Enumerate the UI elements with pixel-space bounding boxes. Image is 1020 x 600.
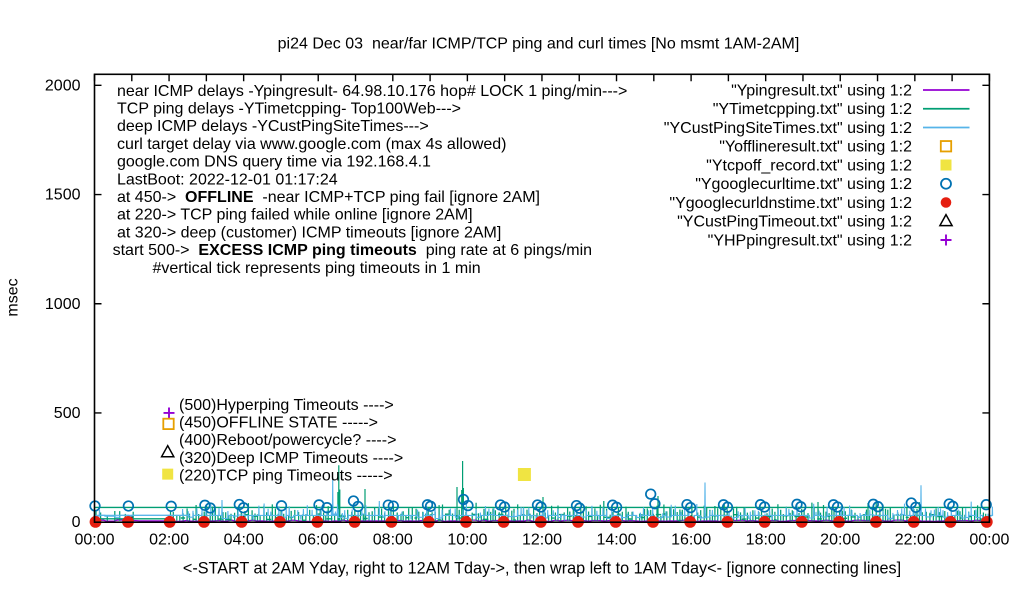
- svg-text:14:00: 14:00: [596, 532, 636, 549]
- svg-text:16:00: 16:00: [671, 532, 711, 549]
- svg-text:2000: 2000: [45, 77, 81, 94]
- svg-text:"Ygooglecurldnstime.txt" using: "Ygooglecurldnstime.txt" using 1:2: [669, 195, 912, 212]
- svg-text:04:00: 04:00: [224, 532, 264, 549]
- svg-text:curl target delay via www.goog: curl target delay via www.google.com (ma…: [117, 136, 507, 153]
- svg-text:"YCustPingTimeout.txt" using 1: "YCustPingTimeout.txt" using 1:2: [677, 214, 912, 231]
- svg-text:00:00: 00:00: [969, 532, 1009, 549]
- svg-text:1500: 1500: [45, 187, 81, 204]
- svg-text:"Yofflineresult.txt" using 1:2: "Yofflineresult.txt" using 1:2: [719, 139, 912, 156]
- svg-text:TCP ping delays -YTimetcpping-: TCP ping delays -YTimetcpping- Top100Web…: [117, 101, 461, 118]
- svg-text:"YHPpingresult.txt" using 1:2: "YHPpingresult.txt" using 1:2: [708, 232, 912, 249]
- svg-text:(500)Hyperping Timeouts ---->: (500)Hyperping Timeouts ---->: [179, 397, 394, 414]
- svg-text:deep ICMP delays -YCustPingSit: deep ICMP delays -YCustPingSiteTimes--->: [117, 118, 429, 135]
- svg-text:(320)Deep ICMP Timeouts ---->: (320)Deep ICMP Timeouts ---->: [179, 450, 403, 467]
- svg-text:08:00: 08:00: [373, 532, 413, 549]
- svg-text:500: 500: [54, 405, 81, 422]
- svg-text:pi24 Dec 03 near/far ICMP/TCP: pi24 Dec 03 near/far ICMP/TCP ping and c…: [278, 36, 800, 53]
- svg-text:0: 0: [72, 514, 81, 531]
- svg-text:"Ypingresult.txt" using 1:2: "Ypingresult.txt" using 1:2: [731, 82, 912, 99]
- svg-text:"YCustPingSiteTimes.txt" using: "YCustPingSiteTimes.txt" using 1:2: [664, 120, 912, 137]
- svg-text:#vertical tick represents ping: #vertical tick represents ping timeouts …: [153, 260, 481, 277]
- svg-text:1000: 1000: [45, 296, 81, 313]
- svg-text:06:00: 06:00: [298, 532, 338, 549]
- svg-text:"Ytcpoff_record.txt" using 1:2: "Ytcpoff_record.txt" using 1:2: [706, 157, 912, 174]
- svg-text:02:00: 02:00: [149, 532, 189, 549]
- svg-text:"Ygooglecurltime.txt" using 1:: "Ygooglecurltime.txt" using 1:2: [695, 176, 912, 193]
- svg-text:at 450-> OFFLINE -near ICMP+: at 450-> OFFLINE -near ICMP+TCP ping fai…: [117, 189, 540, 206]
- svg-text:LastBoot: 2022-12-01 01:17:24: LastBoot: 2022-12-01 01:17:24: [117, 171, 338, 188]
- svg-text:(220)TCP ping Timeouts ----->: (220)TCP ping Timeouts ----->: [179, 467, 393, 484]
- svg-text:"YTimetcpping.txt" using 1:2: "YTimetcpping.txt" using 1:2: [713, 101, 912, 118]
- svg-text:12:00: 12:00: [522, 532, 562, 549]
- svg-text:(450)OFFLINE STATE ----->: (450)OFFLINE STATE ----->: [179, 415, 378, 432]
- svg-text:(400)Reboot/powercycle? ---->: (400)Reboot/powercycle? ---->: [179, 432, 396, 449]
- svg-text:18:00: 18:00: [746, 532, 786, 549]
- svg-text:at 320-> deep (customer) ICMP: at 320-> deep (customer) ICMP timeouts […: [117, 224, 501, 241]
- svg-text:start 500-> EXCESS ICMP ping: start 500-> EXCESS ICMP ping timeouts pi…: [113, 242, 592, 259]
- svg-text:google.com DNS query time via: google.com DNS query time via 192.168.4.…: [117, 154, 431, 171]
- svg-text:20:00: 20:00: [820, 532, 860, 549]
- svg-text:near ICMP delays -Ypingresult-: near ICMP delays -Ypingresult- 64.98.10.…: [117, 83, 627, 100]
- svg-text:at 220-> TCP ping failed while: at 220-> TCP ping failed while online [i…: [117, 207, 473, 224]
- svg-text:<-START at 2AM Yday, right to: <-START at 2AM Yday, right to 12AM Tday-…: [183, 560, 901, 578]
- svg-text:msec: msec: [5, 278, 22, 316]
- svg-text:10:00: 10:00: [447, 532, 487, 549]
- svg-text:00:00: 00:00: [74, 532, 114, 549]
- svg-text:22:00: 22:00: [895, 532, 935, 549]
